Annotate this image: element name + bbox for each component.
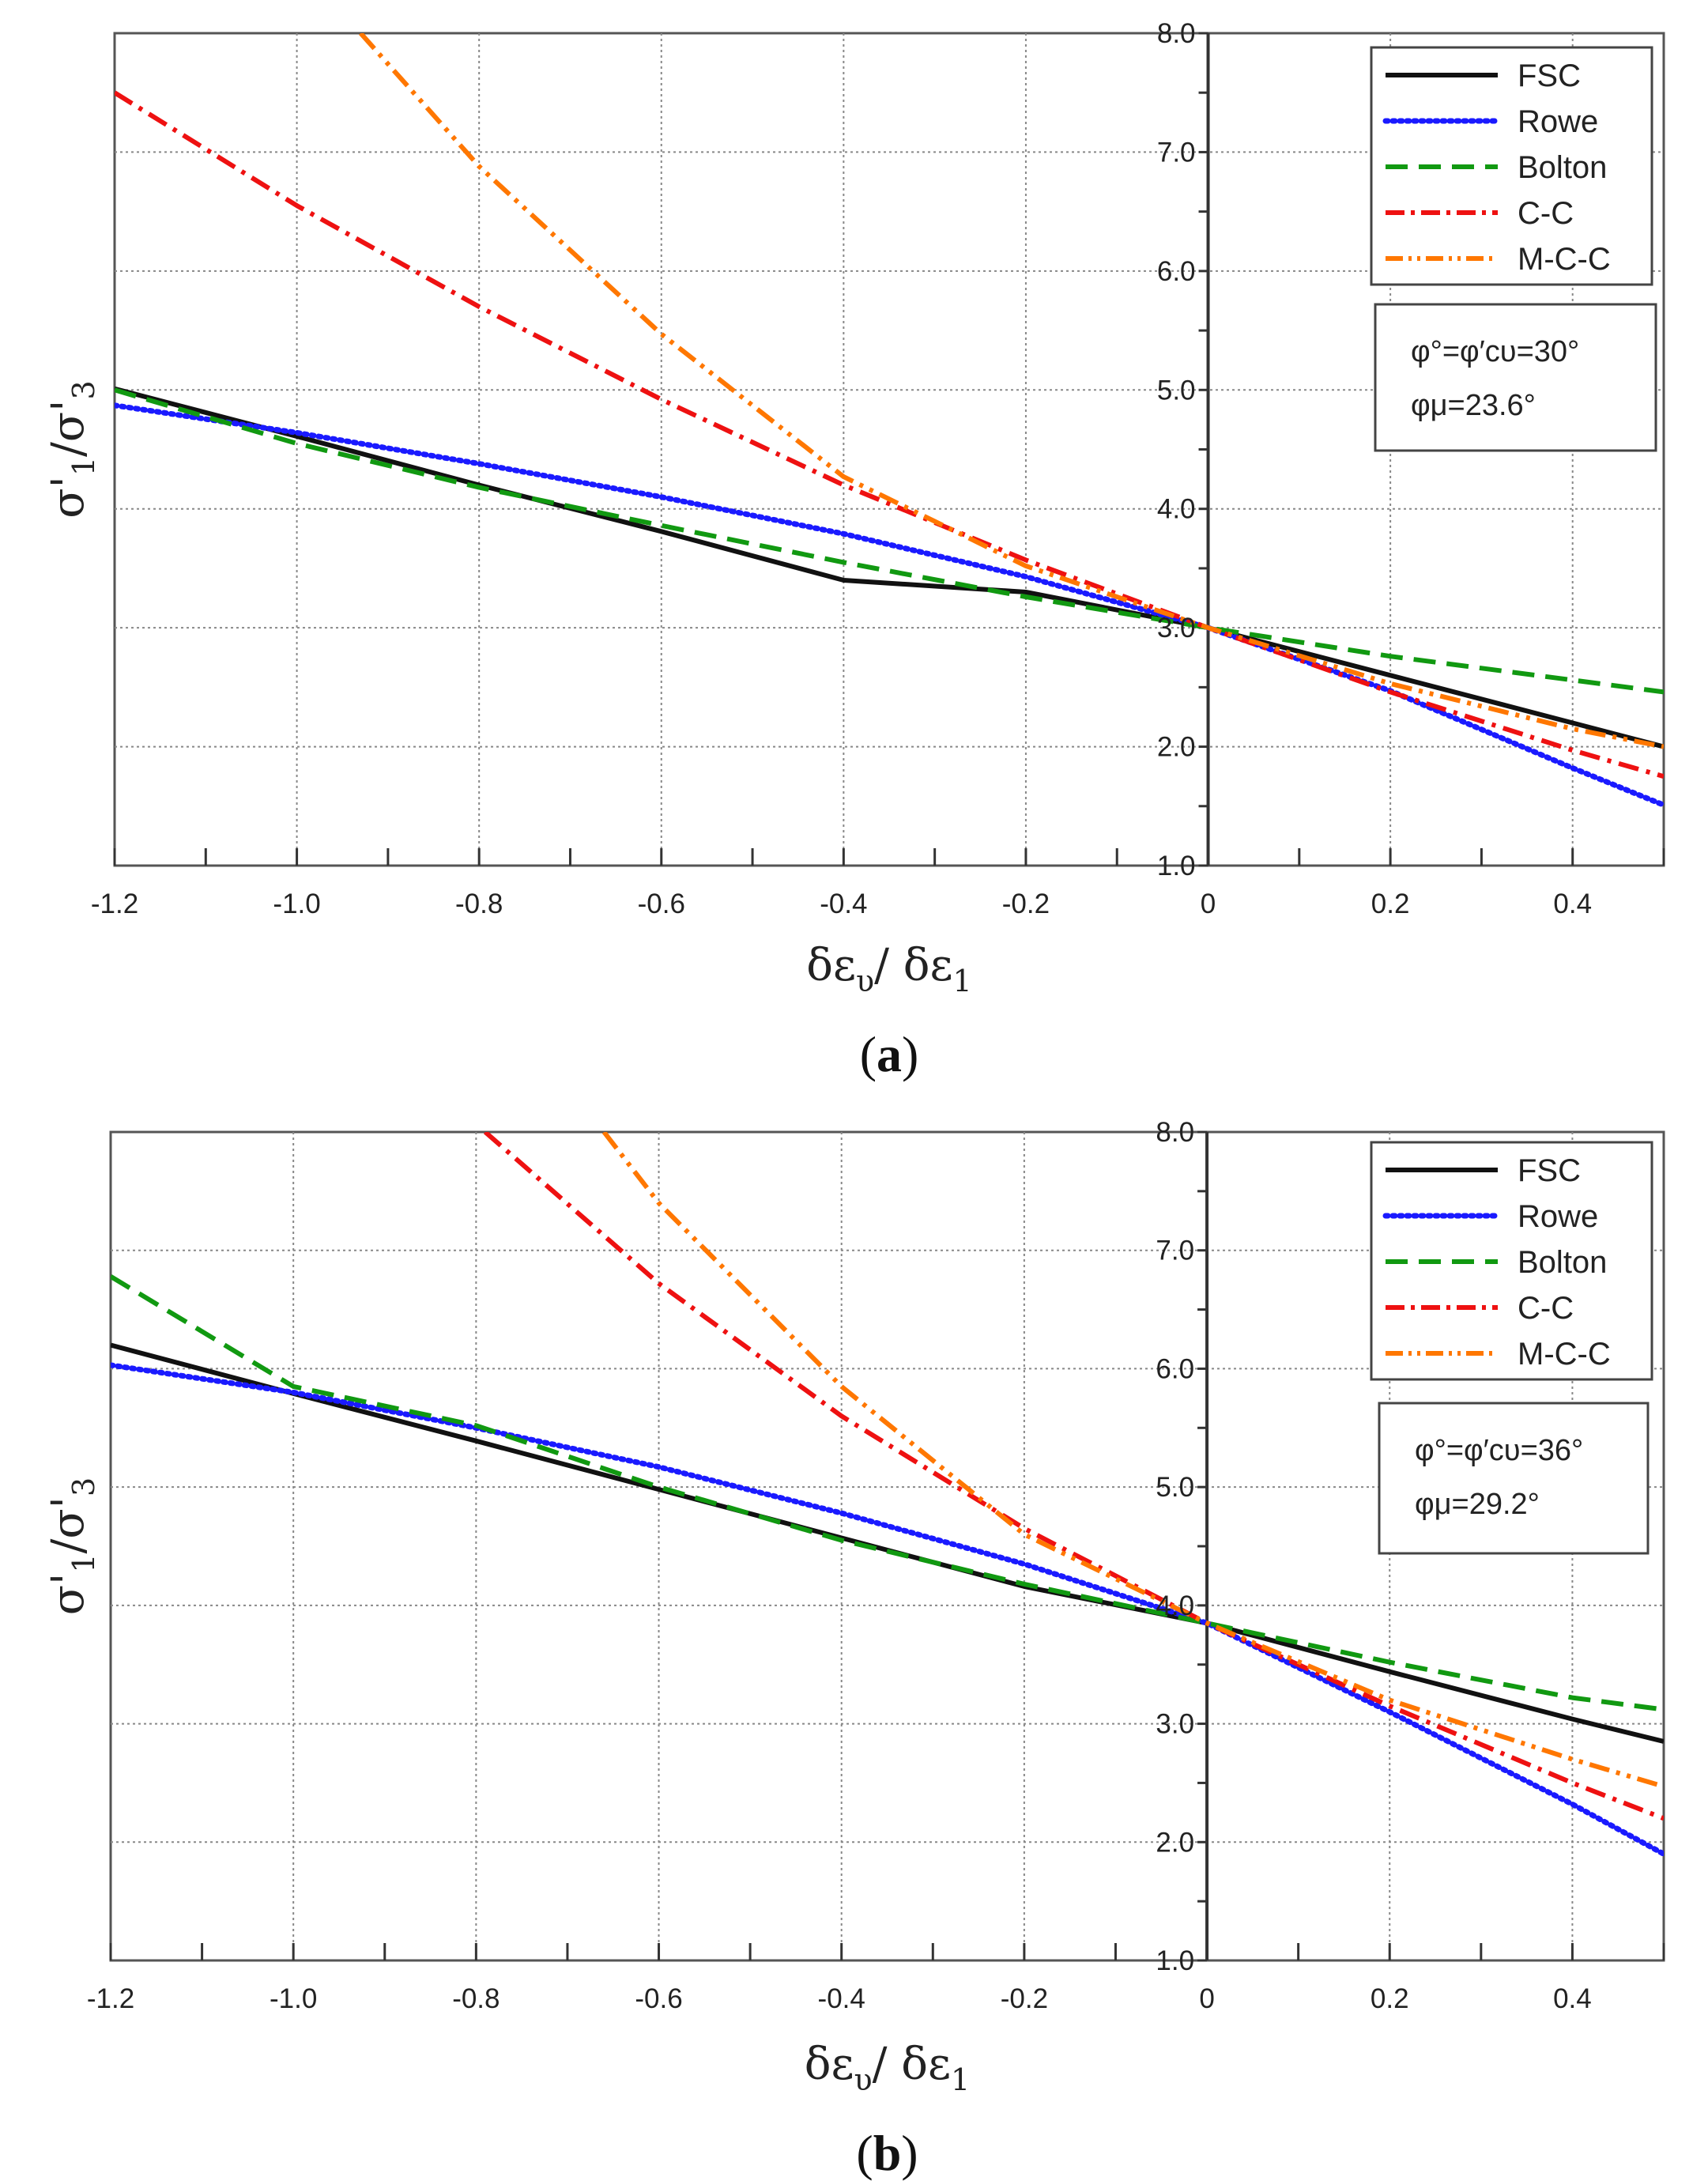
parameter-line-2: φμ=23.6° (1411, 389, 1536, 422)
y-tick-label: 8.0 (1157, 18, 1196, 49)
legend-label-fsc: FSC (1518, 1153, 1581, 1188)
legend-label-m-c-c: M-C-C (1518, 1337, 1611, 1372)
legend-label-bolton: Bolton (1518, 150, 1607, 185)
y-tick-label: 7.0 (1157, 137, 1196, 168)
legend-box (1370, 1141, 1653, 1381)
legend-label-rowe: Rowe (1518, 104, 1598, 139)
legend-label-fsc: FSC (1518, 58, 1581, 93)
legend-label-rowe: Rowe (1518, 1199, 1598, 1234)
x-tick-label: -0.8 (455, 889, 503, 919)
legend: FSC Rowe Bolton C-C M-C-C (1370, 1141, 1653, 1381)
x-tick-label: 0.4 (1553, 889, 1592, 919)
parameter-line-1: φ°=φ′cυ=36° (1415, 1434, 1583, 1467)
y-tick-label: 1.0 (1156, 1945, 1194, 1976)
x-tick-label: -1.2 (87, 1983, 134, 2014)
y-tick-label: 6.0 (1156, 1353, 1194, 1384)
x-tick-label: -0.6 (638, 889, 685, 919)
chart-panel-b: 1.0 2.0 3.0 4.0 5.0 6.0 7.0 8.0 -1.2 -1.0 -0.8 -0.6… (43, 1117, 1665, 2181)
x-tick-label: -0.2 (1002, 889, 1050, 919)
legend-label-c-c: C-C (1518, 196, 1574, 231)
y-tick-label: 3.0 (1156, 1709, 1194, 1740)
series-line-fsc (115, 386, 1664, 749)
x-tick-label: -0.4 (820, 889, 867, 919)
x-tick-label: -0.8 (452, 1983, 500, 2014)
y-tick-label: 2.0 (1157, 732, 1196, 763)
y-tick-label: 5.0 (1156, 1472, 1194, 1503)
y-tick-label: 3.0 (1157, 613, 1196, 643)
series-group (111, 1132, 1664, 1857)
x-tick-label: 0.2 (1371, 1983, 1409, 2014)
y-axis-label: σ'1/σ'3 (43, 1477, 101, 1616)
series-line-m-c-c (359, 33, 1664, 749)
parameter-line-1: φ°=φ′cυ=30° (1411, 335, 1579, 368)
y-tick-label: 2.0 (1156, 1827, 1194, 1858)
parameter-box (1378, 1402, 1650, 1555)
x-axis-label: δευ/ δε1 (806, 940, 971, 998)
x-tick-label: -1.0 (273, 889, 320, 919)
y-tick-label: 7.0 (1156, 1236, 1194, 1266)
y-tick-label: 6.0 (1157, 256, 1196, 287)
y-tick-label: 8.0 (1156, 1117, 1194, 1148)
series-line-c-c (483, 1132, 1664, 1821)
x-tick-label: 0.4 (1553, 1983, 1592, 2014)
legend-box (1370, 46, 1653, 286)
panel-label: (a) (860, 1026, 919, 1082)
series-line-bolton (115, 387, 1664, 695)
x-tick-label: -1.0 (270, 1983, 317, 2014)
y-tick-label: 1.0 (1157, 851, 1196, 881)
y-tick-label: 4.0 (1156, 1590, 1194, 1621)
x-tick-label: 0.2 (1371, 889, 1410, 919)
y-tick-label: 4.0 (1157, 494, 1196, 525)
parameter-line-2: φμ=29.2° (1415, 1488, 1540, 1521)
series-line-bolton (111, 1274, 1664, 1712)
y-axis-label: σ'1/σ'3 (43, 380, 101, 519)
x-tick-label: 0 (1201, 889, 1216, 919)
legend-label-m-c-c: M-C-C (1518, 242, 1611, 277)
series-line-rowe (115, 402, 1664, 808)
series-group (115, 33, 1664, 808)
x-tick-label: -1.2 (91, 889, 138, 919)
series-line-rowe (111, 1362, 1664, 1857)
x-tick-label: -0.4 (818, 1983, 865, 2014)
legend: FSC Rowe Bolton C-C M-C-C (1370, 46, 1653, 286)
y-tick-label: 5.0 (1157, 375, 1196, 406)
legend-label-bolton: Bolton (1518, 1245, 1607, 1280)
parameter-box (1374, 303, 1657, 452)
x-tick-label: -0.2 (1001, 1983, 1048, 2014)
chart-panel-a: 1.0 2.0 3.0 4.0 5.0 6.0 7.0 8.0 -1.2 -1.0 -0.8 -0.6… (43, 18, 1665, 1082)
x-tick-label: -0.6 (635, 1983, 682, 2014)
x-axis-label: δευ/ δε1 (805, 2039, 970, 2097)
panel-label: (b) (856, 2125, 918, 2181)
x-tick-label: 0 (1199, 1983, 1214, 2014)
legend-label-c-c: C-C (1518, 1291, 1574, 1326)
